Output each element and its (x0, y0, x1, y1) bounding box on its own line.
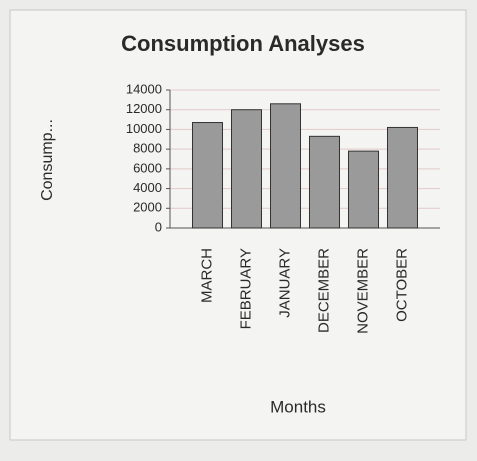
bar (309, 135, 340, 229)
x-tick-label: DECEMBER (315, 248, 332, 333)
y-tick-label: 10000 (126, 121, 162, 136)
x-tick-label: OCTOBER (393, 248, 410, 322)
y-axis-label: Consump... (39, 119, 56, 201)
y-tick-label: 12000 (126, 101, 162, 116)
bar (387, 126, 418, 229)
x-tick-label: MARCH (198, 248, 215, 303)
bar (192, 122, 223, 229)
y-tick-label: 0 (155, 219, 162, 234)
chart-title: Consumption Analyses (121, 31, 365, 56)
y-tick-label: 14000 (126, 81, 162, 96)
y-tick-label: 6000 (133, 160, 162, 175)
bar (270, 103, 301, 229)
x-tick-label: FEBRUARY (237, 248, 254, 329)
x-tick-label: NOVEMBER (354, 248, 371, 334)
y-tick-label: 8000 (133, 141, 162, 156)
bar (231, 109, 262, 229)
y-tick-label: 4000 (133, 180, 162, 195)
x-tick-label: JANUARY (276, 248, 293, 318)
y-tick-label: 2000 (133, 200, 162, 215)
bar (348, 150, 379, 229)
x-axis-label: Months (270, 397, 326, 416)
